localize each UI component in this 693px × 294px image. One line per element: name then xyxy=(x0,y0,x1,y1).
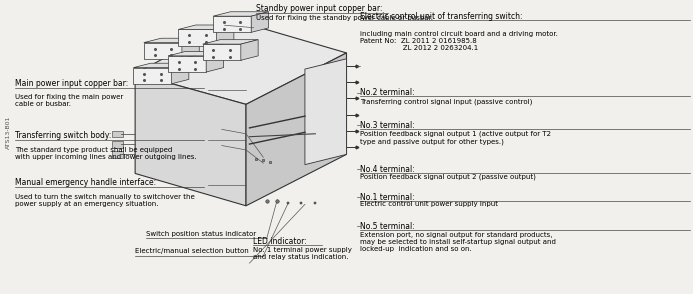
Text: Transferring control signal input (passive control): Transferring control signal input (passi… xyxy=(360,98,533,105)
Polygon shape xyxy=(305,59,346,165)
Polygon shape xyxy=(202,44,241,60)
Text: Used to turn the switch manually to switchover the
power supply at an emergency : Used to turn the switch manually to swit… xyxy=(15,194,195,207)
Text: Position feedback signal output 1 (active output for T2
type and passive output : Position feedback signal output 1 (activ… xyxy=(360,131,552,145)
Polygon shape xyxy=(216,25,234,46)
Text: LED indicator:: LED indicator: xyxy=(253,237,307,246)
Polygon shape xyxy=(144,38,200,43)
Text: Electric control unit power supply input: Electric control unit power supply input xyxy=(360,201,498,207)
Polygon shape xyxy=(135,74,246,206)
Polygon shape xyxy=(213,12,269,16)
Text: Electric/manual selection button: Electric/manual selection button xyxy=(135,248,249,254)
Polygon shape xyxy=(241,40,258,60)
Polygon shape xyxy=(178,25,234,29)
Polygon shape xyxy=(207,51,224,72)
Text: No.4 terminal:: No.4 terminal: xyxy=(360,165,415,174)
Text: No. 1 terminal power supply
and relay status indication.: No. 1 terminal power supply and relay st… xyxy=(253,247,352,260)
Text: Extension port, no signal output for standard products,
may be selected to insta: Extension port, no signal output for sta… xyxy=(360,232,556,252)
Bar xyxy=(112,131,123,137)
Text: including main control circuit board and a driving motor.
Patent No:  ZL 2011 2 : including main control circuit board and… xyxy=(360,31,559,51)
Text: Transferring switch body:: Transferring switch body: xyxy=(15,131,112,140)
Text: No.5 terminal:: No.5 terminal: xyxy=(360,222,415,231)
Text: No.3 terminal:: No.3 terminal: xyxy=(360,121,415,130)
Polygon shape xyxy=(133,68,172,84)
Text: Electric control unit of transferring switch:: Electric control unit of transferring sw… xyxy=(360,12,523,21)
Text: Manual emergency handle interface:: Manual emergency handle interface: xyxy=(15,178,157,187)
Polygon shape xyxy=(133,63,188,68)
Text: Position feedback signal output 2 (passive output): Position feedback signal output 2 (passi… xyxy=(360,173,536,180)
Polygon shape xyxy=(172,63,188,84)
Polygon shape xyxy=(168,51,224,56)
Polygon shape xyxy=(144,43,182,59)
Polygon shape xyxy=(135,21,346,104)
Text: Switch position status indicator: Switch position status indicator xyxy=(146,231,256,237)
Polygon shape xyxy=(252,12,269,32)
Text: Main power input copper bar:: Main power input copper bar: xyxy=(15,79,128,88)
Polygon shape xyxy=(246,53,346,206)
Polygon shape xyxy=(168,56,207,72)
Text: No.1 terminal:: No.1 terminal: xyxy=(360,193,415,202)
Text: Standby power input copper bar:: Standby power input copper bar: xyxy=(256,4,383,14)
Bar xyxy=(112,151,123,158)
Text: No.2 terminal:: No.2 terminal: xyxy=(360,88,415,97)
Text: The standard type product shall be equipped
with upper incoming lines and lower : The standard type product shall be equip… xyxy=(15,147,197,160)
Text: Used for fixing the main power
cable or busbar.: Used for fixing the main power cable or … xyxy=(15,94,123,107)
Polygon shape xyxy=(178,29,216,46)
Polygon shape xyxy=(182,38,200,59)
Polygon shape xyxy=(202,40,258,44)
Bar xyxy=(112,141,123,148)
Text: Used for fixing the standby power cable or busbar.: Used for fixing the standby power cable … xyxy=(256,15,433,21)
Text: ATS13-B01: ATS13-B01 xyxy=(6,116,11,149)
Polygon shape xyxy=(213,16,252,32)
